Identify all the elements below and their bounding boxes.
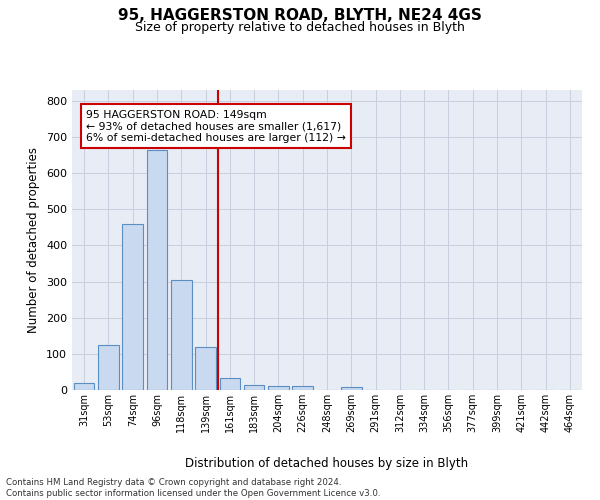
Bar: [122, 224, 143, 390]
Text: Size of property relative to detached houses in Blyth: Size of property relative to detached ho…: [135, 21, 465, 34]
Text: Distribution of detached houses by size in Blyth: Distribution of detached houses by size …: [185, 458, 469, 470]
Bar: [74, 384, 94, 390]
Bar: [220, 378, 240, 390]
Bar: [171, 280, 191, 390]
Text: 95, HAGGERSTON ROAD, BLYTH, NE24 4GS: 95, HAGGERSTON ROAD, BLYTH, NE24 4GS: [118, 8, 482, 22]
Text: Contains HM Land Registry data © Crown copyright and database right 2024.
Contai: Contains HM Land Registry data © Crown c…: [6, 478, 380, 498]
Bar: [268, 386, 289, 390]
Bar: [244, 384, 265, 390]
Bar: [292, 386, 313, 390]
Bar: [98, 345, 119, 390]
Text: 95 HAGGERSTON ROAD: 149sqm
← 93% of detached houses are smaller (1,617)
6% of se: 95 HAGGERSTON ROAD: 149sqm ← 93% of deta…: [86, 110, 346, 143]
Bar: [341, 387, 362, 390]
Bar: [195, 348, 216, 390]
Bar: [146, 150, 167, 390]
Y-axis label: Number of detached properties: Number of detached properties: [28, 147, 40, 333]
